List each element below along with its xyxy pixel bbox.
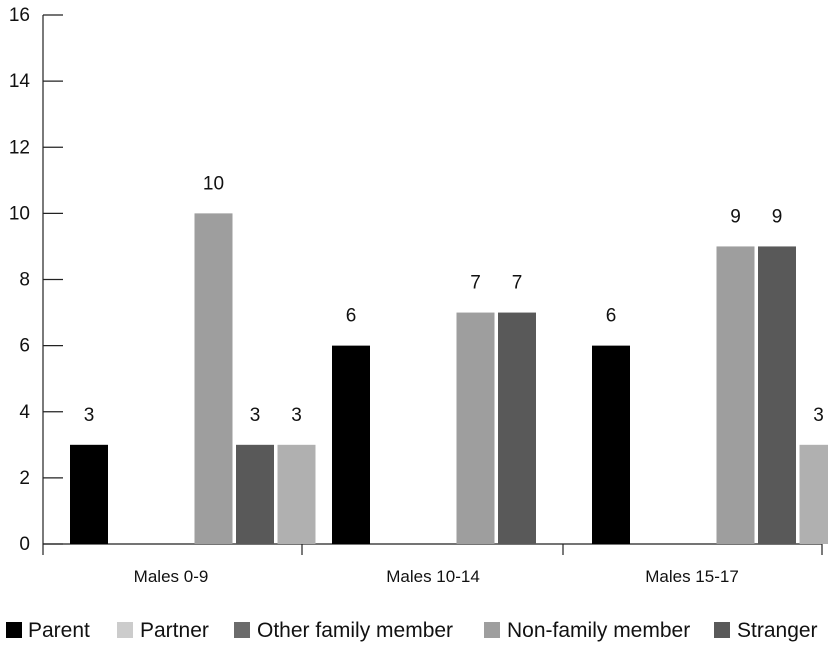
legend-swatch-3 — [234, 622, 250, 638]
y-tick-label-4: 4 — [19, 402, 30, 423]
bar-3-6 — [799, 444, 828, 544]
bar-2-4 — [456, 312, 495, 544]
legend-swatch-4 — [484, 622, 500, 638]
x-category-label-1: Males 0-9 — [134, 567, 209, 586]
bar-1-6 — [277, 444, 316, 544]
bar-3-1 — [592, 345, 630, 544]
y-tick-label-12: 12 — [9, 137, 30, 158]
bar-1-1 — [70, 444, 108, 544]
legend-label-4: Non-family member — [507, 619, 690, 642]
y-tick-label-6: 6 — [19, 336, 30, 357]
legend-label-5: Stranger — [737, 619, 818, 642]
y-tick-label-14: 14 — [9, 71, 31, 92]
legend-swatch-2 — [117, 622, 133, 638]
legend-label-2: Partner — [140, 619, 209, 642]
data-label-2-4: 7 — [470, 273, 481, 294]
data-label-3-4: 9 — [730, 206, 741, 227]
bar-3-5 — [758, 246, 796, 544]
legend-swatch-1 — [6, 622, 22, 638]
x-category-label-2: Males 10-14 — [386, 567, 480, 586]
y-tick-label-0: 0 — [19, 534, 30, 555]
data-label-3-5: 9 — [772, 206, 783, 227]
data-label-1-1: 3 — [84, 405, 95, 426]
bar-1-4 — [194, 213, 233, 544]
legend-swatch-5 — [714, 622, 730, 638]
legend-label-1: Parent — [28, 619, 90, 642]
legend-label-3: Other family member — [257, 619, 453, 642]
data-label-1-5: 3 — [250, 405, 261, 426]
y-tick-label-16: 16 — [9, 5, 30, 26]
data-label-3-1: 6 — [606, 306, 617, 327]
data-label-1-6: 3 — [291, 405, 302, 426]
bar-2-5 — [498, 312, 536, 544]
x-category-label-3: Males 15-17 — [645, 567, 739, 586]
bar-2-1 — [332, 345, 370, 544]
bar-3-4 — [716, 246, 755, 544]
y-tick-label-10: 10 — [9, 203, 30, 224]
data-label-1-4: 10 — [203, 173, 224, 194]
data-label-2-5: 7 — [512, 273, 523, 294]
bar-1-5 — [236, 444, 274, 544]
data-label-3-6: 3 — [813, 405, 824, 426]
data-label-2-1: 6 — [346, 306, 357, 327]
y-tick-label-8: 8 — [19, 270, 30, 291]
y-tick-label-2: 2 — [19, 468, 30, 489]
